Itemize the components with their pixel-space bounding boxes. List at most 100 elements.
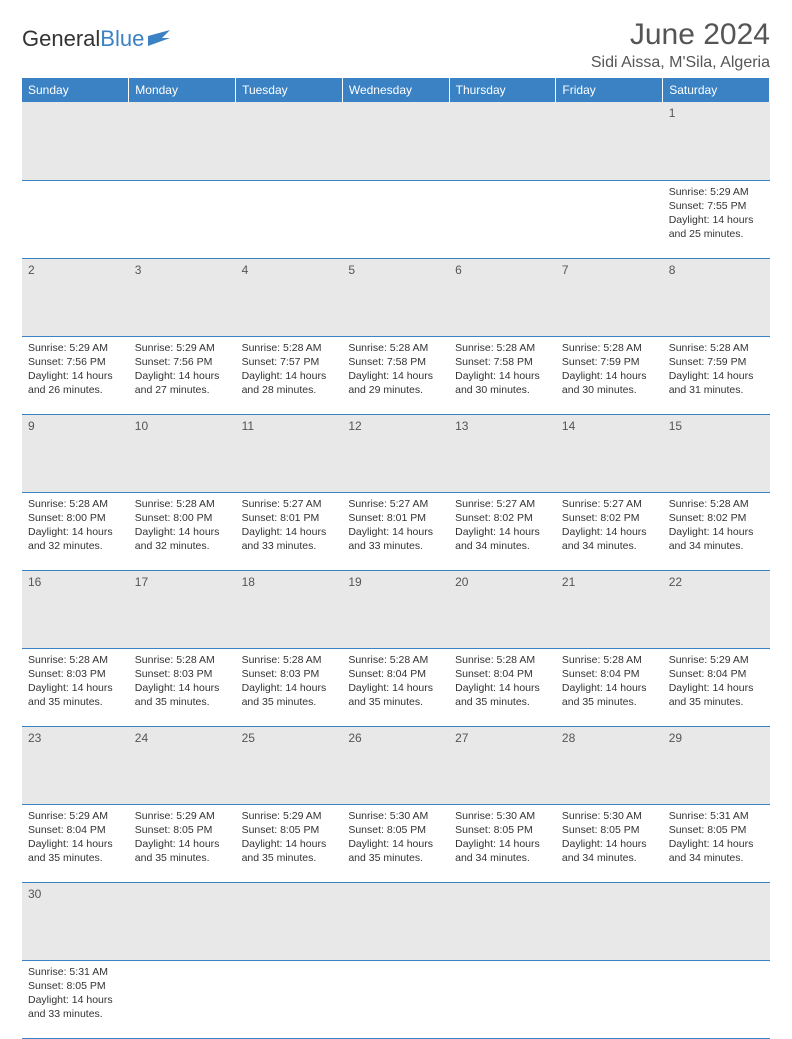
logo-text-general: General: [22, 26, 100, 52]
daynum-cell: [236, 882, 343, 960]
daynum-cell: 18: [236, 570, 343, 648]
day-cell: Sunrise: 5:27 AMSunset: 8:02 PMDaylight:…: [449, 492, 556, 570]
daynum-cell: 2: [22, 258, 129, 336]
daynum-cell: [129, 102, 236, 180]
day-cell-text: Sunrise: 5:28 AMSunset: 8:04 PMDaylight:…: [562, 653, 657, 710]
day-cell-text: Sunrise: 5:28 AMSunset: 8:03 PMDaylight:…: [242, 653, 337, 710]
day-header-thursday: Thursday: [449, 78, 556, 102]
day-cell: Sunrise: 5:28 AMSunset: 8:04 PMDaylight:…: [342, 648, 449, 726]
daynum-cell: 4: [236, 258, 343, 336]
daynum-cell: 25: [236, 726, 343, 804]
daynum-cell: 15: [663, 414, 770, 492]
logo-flag-icon: [148, 26, 170, 52]
day-cell: Sunrise: 5:27 AMSunset: 8:02 PMDaylight:…: [556, 492, 663, 570]
calendar-table: SundayMondayTuesdayWednesdayThursdayFrid…: [22, 78, 770, 1039]
day-cell: [236, 960, 343, 1038]
daynum-cell: [236, 102, 343, 180]
day-cell: Sunrise: 5:29 AMSunset: 8:04 PMDaylight:…: [22, 804, 129, 882]
day-cell: [556, 960, 663, 1038]
day-cell-text: Sunrise: 5:28 AMSunset: 8:00 PMDaylight:…: [135, 497, 230, 554]
daynum-cell: 21: [556, 570, 663, 648]
day-header-tuesday: Tuesday: [236, 78, 343, 102]
day-cell-text: Sunrise: 5:30 AMSunset: 8:05 PMDaylight:…: [562, 809, 657, 866]
daynum-cell: [342, 882, 449, 960]
day-cell: Sunrise: 5:28 AMSunset: 8:02 PMDaylight:…: [663, 492, 770, 570]
month-title: June 2024: [591, 18, 770, 52]
daynum-cell: 6: [449, 258, 556, 336]
day-cell: Sunrise: 5:29 AMSunset: 7:56 PMDaylight:…: [129, 336, 236, 414]
daynum-cell: 28: [556, 726, 663, 804]
day-cell: [129, 180, 236, 258]
daynum-cell: 27: [449, 726, 556, 804]
day-cell: Sunrise: 5:28 AMSunset: 8:00 PMDaylight:…: [22, 492, 129, 570]
day-cell-text: Sunrise: 5:28 AMSunset: 7:59 PMDaylight:…: [562, 341, 657, 398]
day-cell-text: Sunrise: 5:31 AMSunset: 8:05 PMDaylight:…: [28, 965, 123, 1022]
day-cell: Sunrise: 5:29 AMSunset: 8:05 PMDaylight:…: [236, 804, 343, 882]
logo: GeneralBlue: [22, 18, 170, 52]
daynum-cell: 3: [129, 258, 236, 336]
day-cell: [449, 180, 556, 258]
day-cell-text: Sunrise: 5:29 AMSunset: 8:04 PMDaylight:…: [669, 653, 764, 710]
day-cell-text: Sunrise: 5:29 AMSunset: 8:05 PMDaylight:…: [242, 809, 337, 866]
daynum-cell: 16: [22, 570, 129, 648]
daynum-cell: [342, 102, 449, 180]
logo-text-blue: Blue: [100, 26, 144, 52]
day-cell-text: Sunrise: 5:28 AMSunset: 7:58 PMDaylight:…: [348, 341, 443, 398]
daynum-cell: [22, 102, 129, 180]
week-4-numrow: 23242526272829: [22, 726, 770, 804]
day-cell: Sunrise: 5:28 AMSunset: 8:03 PMDaylight:…: [129, 648, 236, 726]
day-header-monday: Monday: [129, 78, 236, 102]
day-cell: Sunrise: 5:28 AMSunset: 7:59 PMDaylight:…: [556, 336, 663, 414]
day-cell: Sunrise: 5:30 AMSunset: 8:05 PMDaylight:…: [449, 804, 556, 882]
daynum-cell: 5: [342, 258, 449, 336]
daynum-cell: 30: [22, 882, 129, 960]
week-5-cellrow: Sunrise: 5:31 AMSunset: 8:05 PMDaylight:…: [22, 960, 770, 1038]
day-header-row: SundayMondayTuesdayWednesdayThursdayFrid…: [22, 78, 770, 102]
daynum-cell: [449, 102, 556, 180]
week-2-cellrow: Sunrise: 5:28 AMSunset: 8:00 PMDaylight:…: [22, 492, 770, 570]
day-cell-text: Sunrise: 5:28 AMSunset: 8:00 PMDaylight:…: [28, 497, 123, 554]
day-cell-text: Sunrise: 5:30 AMSunset: 8:05 PMDaylight:…: [348, 809, 443, 866]
day-cell-text: Sunrise: 5:29 AMSunset: 8:04 PMDaylight:…: [28, 809, 123, 866]
daynum-cell: 11: [236, 414, 343, 492]
daynum-cell: [663, 882, 770, 960]
day-cell: Sunrise: 5:29 AMSunset: 8:05 PMDaylight:…: [129, 804, 236, 882]
day-cell-text: Sunrise: 5:28 AMSunset: 8:03 PMDaylight:…: [28, 653, 123, 710]
day-cell-text: Sunrise: 5:31 AMSunset: 8:05 PMDaylight:…: [669, 809, 764, 866]
week-1-cellrow: Sunrise: 5:29 AMSunset: 7:56 PMDaylight:…: [22, 336, 770, 414]
week-4-cellrow: Sunrise: 5:29 AMSunset: 8:04 PMDaylight:…: [22, 804, 770, 882]
day-cell: Sunrise: 5:28 AMSunset: 8:04 PMDaylight:…: [556, 648, 663, 726]
day-header-sunday: Sunday: [22, 78, 129, 102]
daynum-cell: 23: [22, 726, 129, 804]
week-3-cellrow: Sunrise: 5:28 AMSunset: 8:03 PMDaylight:…: [22, 648, 770, 726]
day-cell: Sunrise: 5:28 AMSunset: 7:59 PMDaylight:…: [663, 336, 770, 414]
day-cell-text: Sunrise: 5:29 AMSunset: 7:56 PMDaylight:…: [135, 341, 230, 398]
day-cell-text: Sunrise: 5:29 AMSunset: 7:56 PMDaylight:…: [28, 341, 123, 398]
daynum-cell: 12: [342, 414, 449, 492]
daynum-cell: 20: [449, 570, 556, 648]
day-cell: Sunrise: 5:31 AMSunset: 8:05 PMDaylight:…: [22, 960, 129, 1038]
day-cell-text: Sunrise: 5:28 AMSunset: 7:58 PMDaylight:…: [455, 341, 550, 398]
day-cell-text: Sunrise: 5:28 AMSunset: 7:57 PMDaylight:…: [242, 341, 337, 398]
daynum-cell: 9: [22, 414, 129, 492]
daynum-cell: 24: [129, 726, 236, 804]
daynum-cell: [449, 882, 556, 960]
daynum-cell: 26: [342, 726, 449, 804]
day-header-wednesday: Wednesday: [342, 78, 449, 102]
day-cell: Sunrise: 5:28 AMSunset: 8:04 PMDaylight:…: [449, 648, 556, 726]
day-cell: [556, 180, 663, 258]
daynum-cell: [556, 102, 663, 180]
day-cell: [663, 960, 770, 1038]
location: Sidi Aissa, M'Sila, Algeria: [591, 54, 770, 72]
day-cell: Sunrise: 5:30 AMSunset: 8:05 PMDaylight:…: [556, 804, 663, 882]
day-cell: Sunrise: 5:28 AMSunset: 7:58 PMDaylight:…: [342, 336, 449, 414]
day-cell-text: Sunrise: 5:28 AMSunset: 8:02 PMDaylight:…: [669, 497, 764, 554]
daynum-cell: 22: [663, 570, 770, 648]
title-block: June 2024 Sidi Aissa, M'Sila, Algeria: [591, 18, 770, 72]
day-cell-text: Sunrise: 5:28 AMSunset: 8:04 PMDaylight:…: [455, 653, 550, 710]
day-cell: [129, 960, 236, 1038]
day-cell: [22, 180, 129, 258]
day-cell-text: Sunrise: 5:28 AMSunset: 8:04 PMDaylight:…: [348, 653, 443, 710]
day-cell-text: Sunrise: 5:29 AMSunset: 8:05 PMDaylight:…: [135, 809, 230, 866]
day-cell-text: Sunrise: 5:28 AMSunset: 8:03 PMDaylight:…: [135, 653, 230, 710]
